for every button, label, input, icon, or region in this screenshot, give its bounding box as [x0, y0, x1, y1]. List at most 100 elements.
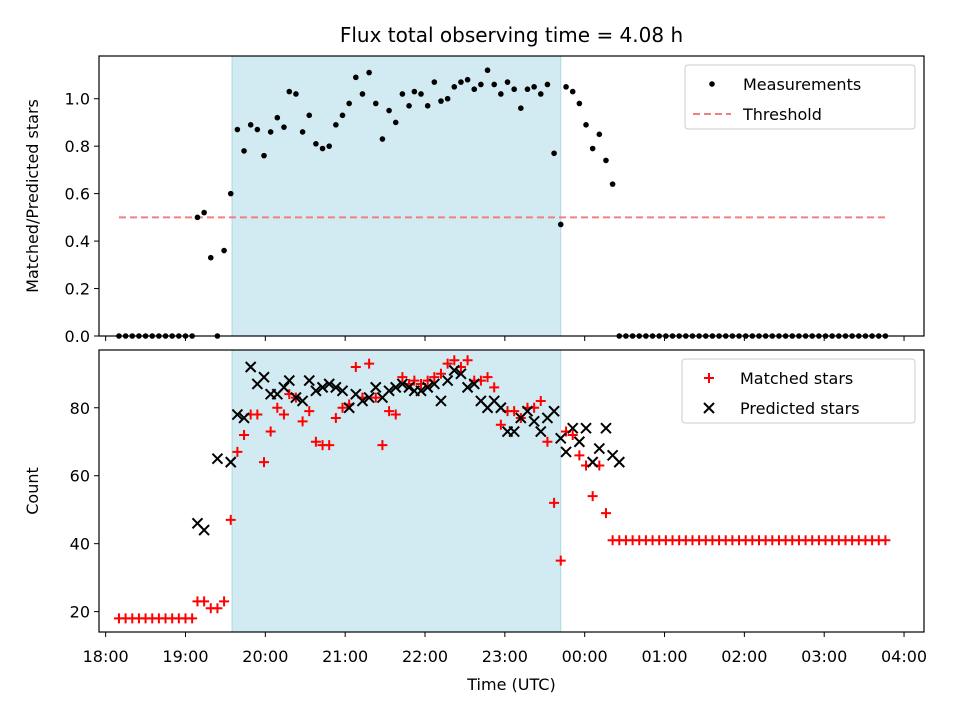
data-point: [603, 157, 609, 164]
data-point: [461, 381, 474, 394]
data-point: [557, 221, 564, 228]
data-point: [609, 181, 616, 187]
data-point: [880, 535, 891, 546]
data-point: [254, 126, 261, 133]
data-point: [296, 395, 309, 407]
x-tick-label: 20:00: [242, 647, 288, 666]
x-tick-label: 04:00: [881, 647, 927, 666]
data-point: [560, 446, 572, 458]
figure-title: Flux total observing time = 4.08 h: [340, 23, 683, 47]
data-point: [346, 100, 352, 107]
data-point: [225, 514, 236, 525]
data-point: [303, 374, 315, 387]
data-point: [438, 98, 444, 104]
data-point: [241, 148, 247, 154]
observing-window-band: [231, 55, 562, 337]
y-tick-label: 0.0: [65, 327, 90, 346]
data-point: [535, 425, 547, 438]
data-point: [336, 385, 349, 397]
data-point: [383, 385, 395, 397]
data-point: [227, 190, 234, 197]
data-point: [586, 456, 599, 468]
data-point: [435, 395, 447, 407]
y-tick-label: 40: [70, 535, 90, 554]
data-point: [464, 76, 471, 83]
data-point: [458, 79, 464, 85]
data-point: [390, 381, 402, 394]
data-point: [583, 122, 589, 128]
data-point: [397, 372, 408, 383]
data-point: [272, 402, 283, 413]
x-tick-label: 19:00: [162, 647, 208, 666]
data-point: [593, 442, 606, 455]
data-point: [221, 247, 227, 254]
data-point: [370, 392, 381, 403]
data-point: [194, 214, 201, 221]
data-point: [576, 100, 583, 107]
data-point: [613, 456, 625, 468]
legend-label: Measurements: [743, 75, 861, 94]
data-point: [600, 422, 612, 434]
x-tick-label: 02:00: [721, 647, 767, 666]
data-point: [537, 91, 544, 97]
y-tick-label: 0.8: [65, 137, 90, 156]
data-point: [409, 375, 420, 386]
data-point: [431, 79, 438, 85]
y-axis-label: Count: [23, 467, 42, 515]
data-point: [587, 491, 598, 502]
data-point: [418, 91, 424, 97]
data-point: [356, 395, 369, 407]
data-point: [283, 374, 295, 387]
data-point: [231, 408, 244, 421]
data-point: [403, 381, 415, 394]
data-point: [350, 361, 361, 372]
x-tick-label: 01:00: [641, 647, 687, 666]
data-point: [462, 355, 473, 366]
legend: Measurements Threshold: [684, 64, 916, 130]
data-point: [286, 88, 293, 95]
data-point: [428, 378, 441, 390]
ratio-panel: 0.0 0.2 0.4 0.6 0.8 1.0 Matched/Predicted star…: [23, 55, 925, 346]
data-point: [508, 425, 520, 438]
data-point: [555, 432, 567, 445]
count-panel: 20 40 60 80 18:00 19:00 20:00 21:00 22:00 23:00 00…: [23, 349, 927, 666]
data-point: [518, 105, 524, 112]
data-point: [339, 112, 346, 119]
y-tick-label: 0.2: [65, 280, 90, 299]
data-point: [509, 406, 520, 417]
data-point: [326, 143, 333, 149]
data-point: [364, 358, 375, 369]
data-point: [297, 416, 308, 427]
data-point: [574, 450, 585, 461]
x-tick-label: 03:00: [801, 647, 847, 666]
y-tick-label: 0.4: [65, 232, 90, 251]
data-point: [406, 103, 412, 109]
data-point: [259, 457, 269, 468]
data-point: [333, 122, 339, 128]
y-tick-label: 80: [70, 399, 90, 418]
data-point: [199, 596, 210, 607]
x-tick-label: 22:00: [402, 647, 448, 666]
data-point: [421, 381, 434, 394]
data-point: [399, 91, 406, 97]
data-point: [563, 84, 569, 90]
data-point: [569, 88, 576, 95]
data-point: [455, 368, 467, 380]
data-point: [471, 86, 478, 93]
data-point: [555, 555, 566, 566]
data-point: [337, 402, 348, 413]
data-point: [449, 355, 460, 366]
data-point: [247, 122, 254, 128]
data-point: [267, 129, 274, 135]
data-point: [531, 84, 537, 90]
x-tick-label: 23:00: [482, 647, 528, 666]
data-point: [396, 378, 409, 390]
legend-label: Predicted stars: [740, 399, 860, 418]
data-point: [491, 81, 498, 88]
data-point: [442, 358, 453, 369]
data-point: [544, 81, 551, 88]
data-point: [448, 364, 460, 377]
data-point: [234, 126, 241, 133]
data-point: [549, 497, 560, 508]
data-point: [548, 405, 560, 417]
